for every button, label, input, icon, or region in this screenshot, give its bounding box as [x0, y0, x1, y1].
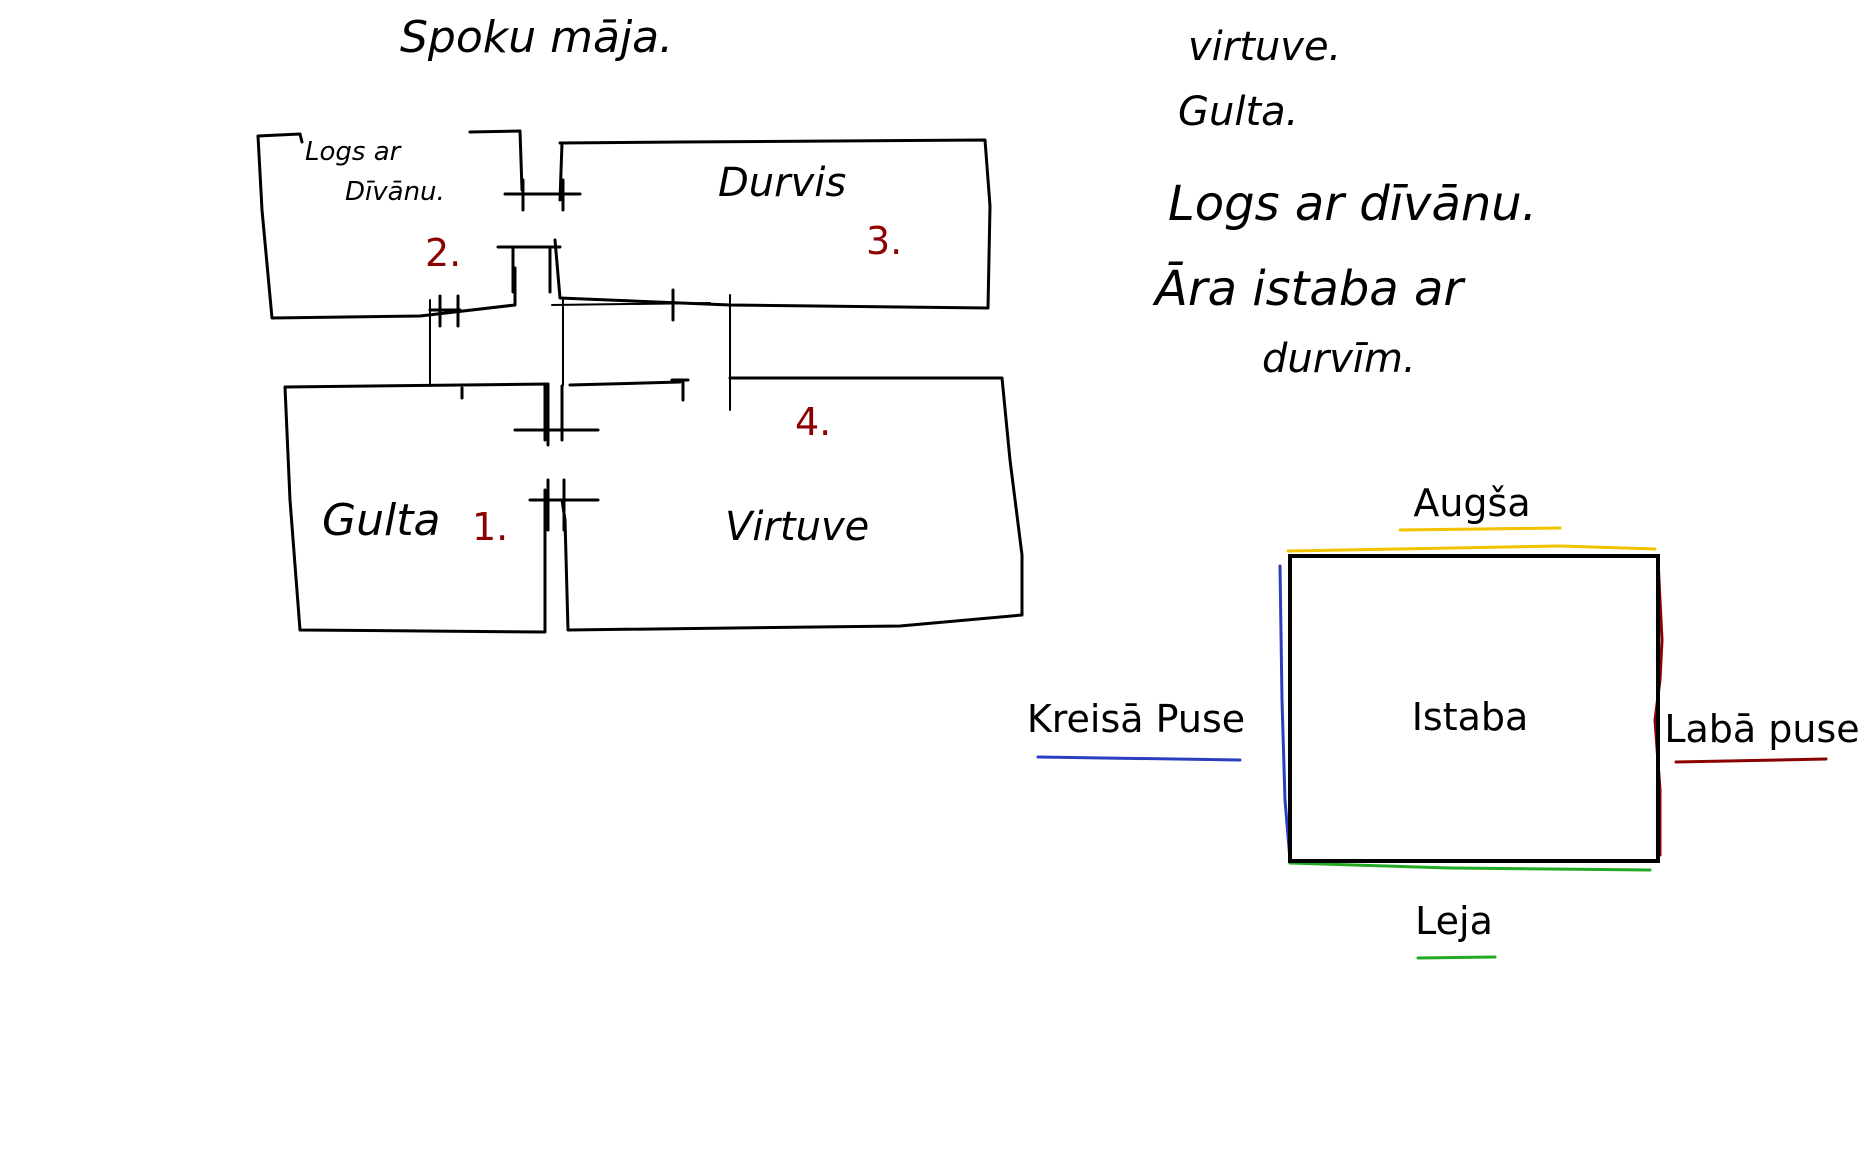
bottom-edge-line: [1288, 861, 1652, 872]
room-4-number: 4.: [795, 400, 831, 444]
left-label: Kreisā Puse: [1027, 697, 1245, 741]
room-rectangle: [1288, 554, 1660, 863]
note-line-2: Gulta.: [1178, 89, 1298, 135]
bottom-label: Leja: [1415, 899, 1493, 943]
room-3-number: 3.: [866, 219, 902, 263]
top-label-underline: [1398, 526, 1562, 532]
room-2-walls: [256, 129, 524, 320]
door-marks: [428, 178, 690, 532]
note-line-4: Āra istaba ar: [1152, 261, 1466, 317]
bottom-label-underline: [1416, 955, 1497, 960]
room-1-label: Gulta: [322, 495, 440, 546]
kitchen-walls: [560, 376, 1024, 632]
floorplan: [256, 129, 1024, 634]
kitchen-label: Virtuve: [725, 504, 869, 550]
room-2-label-line2: Dīvānu.: [345, 177, 445, 207]
note-line-1: virtuve.: [1188, 24, 1341, 70]
top-edge-line: [1286, 544, 1657, 553]
room-1-number: 1.: [472, 505, 508, 549]
room-center-label: Istaba: [1412, 695, 1529, 739]
room-diagram: Istaba Augša Leja Kreisā Puse Labā puse: [1027, 481, 1860, 960]
left-edge-line: [1278, 564, 1292, 862]
note-line-3: Logs ar dīvānu.: [1168, 176, 1537, 232]
room-3-walls: [553, 138, 992, 310]
room-1-walls: [283, 382, 550, 634]
corridor-walls: [429, 294, 731, 411]
right-label-underline: [1674, 757, 1828, 764]
right-label: Labā puse: [1664, 707, 1859, 751]
room-2-number: 2.: [425, 231, 461, 275]
left-label-underline: [1036, 755, 1242, 762]
notes-list: virtuve. Gulta. Logs ar dīvānu. Āra ista…: [1152, 24, 1537, 382]
room-2-label-line1: Logs ar: [305, 137, 403, 167]
top-label: Augša: [1413, 481, 1530, 525]
floorplan-title: Spoku māja.: [400, 12, 673, 63]
note-line-5: durvīm.: [1262, 336, 1416, 382]
room-3-label: Durvis: [718, 160, 846, 206]
